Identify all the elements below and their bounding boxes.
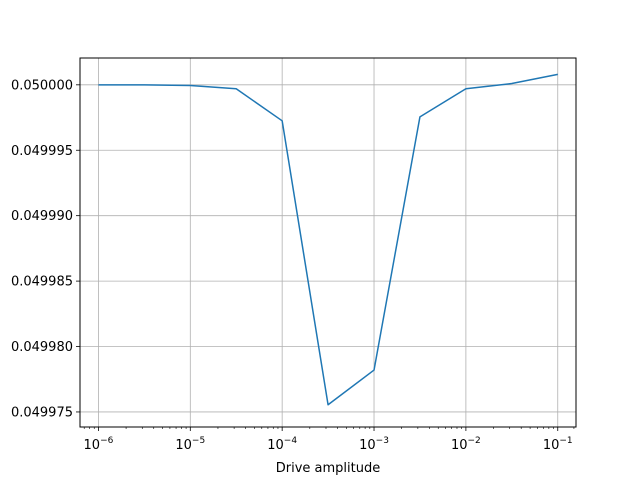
y-tick-label: 0.049980	[11, 340, 73, 355]
grid-lines	[80, 58, 576, 427]
y-axis: 0.049975 0.049980 0.049985 0.049990 0.049995…	[11, 78, 80, 420]
x-tick-label: 10−4	[267, 436, 297, 453]
series-layer	[98, 73, 558, 406]
x-tick-label: 10−1	[543, 436, 573, 453]
series-line	[98, 73, 558, 406]
y-tick-label: 0.050000	[11, 78, 73, 93]
plot-frame	[79, 57, 577, 428]
y-tick-label: 0.049975	[11, 405, 73, 420]
y-tick-label: 0.049990	[11, 209, 73, 224]
y-tick-label: 0.049985	[11, 275, 73, 290]
x-axis: 10−6 10−5 10−4 10−3 10−2 10−1	[84, 427, 575, 453]
x-tick-label: 10−5	[175, 436, 205, 453]
x-tick-label: 10−2	[451, 436, 481, 453]
x-axis-label: Drive amplitude	[276, 461, 380, 476]
y-tick-label: 0.049995	[11, 144, 73, 159]
x-tick-label: 10−6	[84, 436, 114, 453]
x-tick-label: 10−3	[359, 436, 389, 453]
